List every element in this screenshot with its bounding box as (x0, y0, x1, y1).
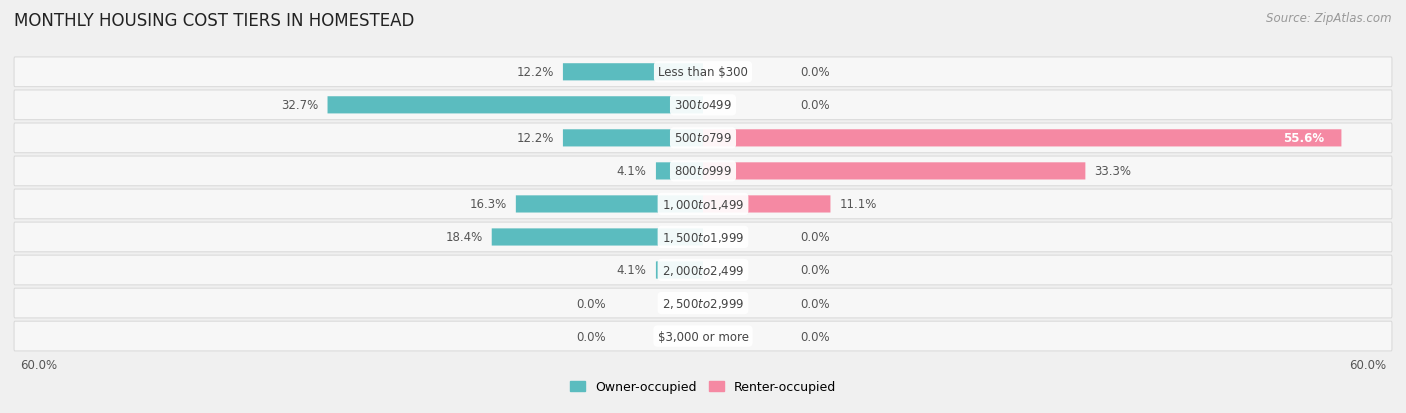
Text: $1,500 to $1,999: $1,500 to $1,999 (662, 230, 744, 244)
Text: 0.0%: 0.0% (576, 330, 606, 343)
Text: $3,000 or more: $3,000 or more (658, 330, 748, 343)
Text: 0.0%: 0.0% (800, 264, 830, 277)
FancyBboxPatch shape (14, 321, 1392, 351)
Text: 60.0%: 60.0% (20, 358, 56, 370)
Text: 4.1%: 4.1% (617, 165, 647, 178)
Text: $1,000 to $1,499: $1,000 to $1,499 (662, 197, 744, 211)
Text: 60.0%: 60.0% (1350, 358, 1386, 370)
FancyBboxPatch shape (14, 124, 1392, 153)
FancyBboxPatch shape (14, 157, 1392, 186)
Text: $500 to $799: $500 to $799 (673, 132, 733, 145)
Text: 0.0%: 0.0% (800, 66, 830, 79)
FancyBboxPatch shape (516, 196, 703, 213)
Text: 4.1%: 4.1% (617, 264, 647, 277)
Text: $2,000 to $2,499: $2,000 to $2,499 (662, 263, 744, 277)
Text: 55.6%: 55.6% (1284, 132, 1324, 145)
Text: 0.0%: 0.0% (800, 99, 830, 112)
FancyBboxPatch shape (562, 64, 703, 81)
Text: 32.7%: 32.7% (281, 99, 318, 112)
Text: $300 to $499: $300 to $499 (673, 99, 733, 112)
Text: 12.2%: 12.2% (516, 66, 554, 79)
Text: $800 to $999: $800 to $999 (673, 165, 733, 178)
Text: 11.1%: 11.1% (839, 198, 877, 211)
Text: MONTHLY HOUSING COST TIERS IN HOMESTEAD: MONTHLY HOUSING COST TIERS IN HOMESTEAD (14, 12, 415, 30)
FancyBboxPatch shape (14, 58, 1392, 88)
FancyBboxPatch shape (492, 229, 703, 246)
FancyBboxPatch shape (14, 91, 1392, 121)
Text: $2,500 to $2,999: $2,500 to $2,999 (662, 296, 744, 310)
FancyBboxPatch shape (14, 223, 1392, 252)
FancyBboxPatch shape (657, 163, 703, 180)
FancyBboxPatch shape (14, 190, 1392, 219)
Text: 16.3%: 16.3% (470, 198, 506, 211)
FancyBboxPatch shape (562, 130, 703, 147)
FancyBboxPatch shape (328, 97, 703, 114)
Legend: Owner-occupied, Renter-occupied: Owner-occupied, Renter-occupied (569, 380, 837, 393)
Text: 0.0%: 0.0% (800, 297, 830, 310)
Text: Source: ZipAtlas.com: Source: ZipAtlas.com (1267, 12, 1392, 25)
Text: 0.0%: 0.0% (800, 231, 830, 244)
Text: 0.0%: 0.0% (800, 330, 830, 343)
Text: Less than $300: Less than $300 (658, 66, 748, 79)
FancyBboxPatch shape (657, 262, 703, 279)
Text: 18.4%: 18.4% (446, 231, 482, 244)
FancyBboxPatch shape (14, 288, 1392, 318)
FancyBboxPatch shape (14, 256, 1392, 285)
Text: 33.3%: 33.3% (1094, 165, 1132, 178)
FancyBboxPatch shape (703, 196, 831, 213)
FancyBboxPatch shape (703, 130, 1341, 147)
Text: 0.0%: 0.0% (576, 297, 606, 310)
Text: 12.2%: 12.2% (516, 132, 554, 145)
FancyBboxPatch shape (703, 163, 1085, 180)
